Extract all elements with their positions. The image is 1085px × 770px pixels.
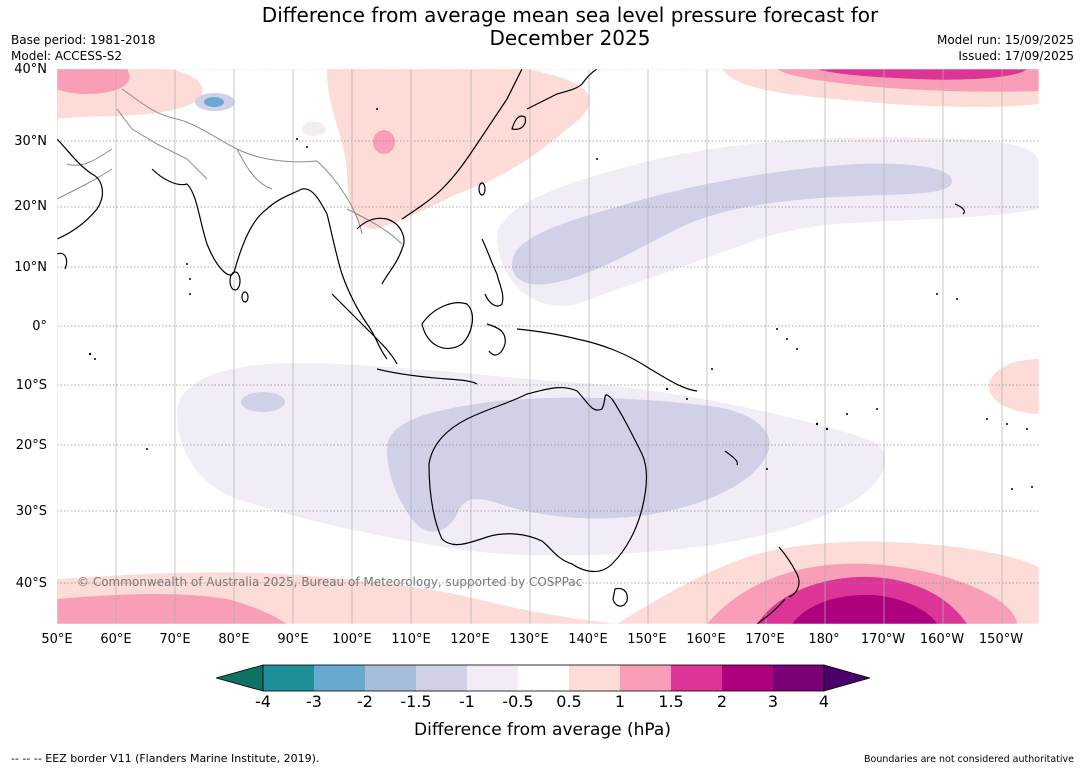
colorbar-bin-0-5: [569, 665, 620, 691]
colorbar-tick-2: 2: [716, 692, 728, 711]
lat-label-10s: 10°S: [15, 378, 47, 393]
colorbar-tick-minus0-5: -0.5: [502, 692, 534, 711]
colorbar-bin-minus4: [263, 665, 314, 691]
map-title: Difference from average mean sea level p…: [0, 4, 1085, 50]
lat-label-30n: 30°N: [14, 134, 47, 149]
meridians: [57, 69, 1003, 624]
lat-label-30s: 30°S: [15, 504, 47, 519]
lon-label-110e: 110°E: [391, 632, 431, 647]
lon-label-100e: 100°E: [332, 632, 372, 647]
lon-label-90e: 90°E: [277, 632, 309, 647]
base-period: Base period: 1981-2018: [11, 33, 156, 47]
colorbar-bin-minus3: [314, 665, 365, 691]
lon-label-160e: 160°E: [686, 632, 726, 647]
lon-label-180: 180°: [808, 632, 840, 647]
australia-coast: [428, 386, 648, 573]
colorbar-bin-minus1-5: [416, 665, 467, 691]
lon-label-140e: 140°E: [568, 632, 608, 647]
lon-label-160w: 160°W: [919, 632, 965, 647]
colorbar-bin-1: [620, 665, 671, 691]
colorbar-bin-minus1: [467, 665, 518, 691]
meta-left: Base period: 1981-2018 Model: ACCESS-S2: [11, 32, 156, 64]
philippines-coast: [481, 238, 504, 307]
lat-label-20s: 20°S: [15, 438, 47, 453]
lon-label-150e: 150°E: [627, 632, 667, 647]
model-run: Model run: 15/09/2025: [936, 33, 1074, 47]
new-guinea-coast: [516, 328, 698, 392]
colorbar-tick-minus4: -4: [255, 692, 271, 711]
lon-label-130e: 130°E: [509, 632, 549, 647]
colorbar-bin-3: [773, 665, 824, 691]
lon-label-150w: 150°W: [978, 632, 1024, 647]
lat-label-40n: 40°N: [14, 62, 47, 77]
colorbar-bin-minus2: [365, 665, 416, 691]
colorbar-extend-high: [823, 664, 870, 692]
small-islands: [88, 108, 1033, 490]
tasmania-coast: [612, 587, 628, 607]
pressure-anomaly-china-spot: [373, 130, 395, 154]
coastlines: [57, 69, 966, 624]
lon-label-170e: 170°E: [745, 632, 785, 647]
meta-right: Model run: 15/09/2025 Issued: 17/09/2025: [937, 32, 1074, 64]
model-name: Model: ACCESS-S2: [11, 49, 123, 63]
colorbar-tick-minus3: -3: [306, 692, 322, 711]
lon-label-50e: 50°E: [41, 632, 73, 647]
pressure-anomaly-indian-ocean: [241, 392, 285, 412]
map-panel: © Commonwealth of Australia 2025, Bureau…: [57, 69, 1039, 624]
colorbar-tick-1: 1: [614, 692, 626, 711]
colorbar-tick-3: 3: [767, 692, 779, 711]
colorbar-bin-neutral: [518, 665, 569, 691]
lon-label-120e: 120°E: [450, 632, 490, 647]
pressure-anomaly-southern-indian-mid: [57, 594, 287, 624]
pressure-anomaly-east-pacific: [988, 359, 1039, 414]
colorbar-tick-1-5: 1.5: [658, 692, 684, 711]
colorbar-tick-minus1: -1: [459, 692, 475, 711]
arabian-peninsula-coast: [57, 138, 104, 240]
lon-label-70e: 70°E: [159, 632, 191, 647]
japan-coast: [526, 69, 598, 110]
pressure-anomaly-australia-core: [387, 397, 770, 532]
new-zealand-coast: [778, 546, 800, 598]
colorbar-bin-2: [722, 665, 773, 691]
lat-label-20n: 20°N: [14, 199, 47, 214]
pressure-anomaly-north-pacific-negative-core: [512, 163, 952, 285]
china-coast: [401, 69, 523, 220]
copyright-notice: © Commonwealth of Australia 2025, Bureau…: [77, 575, 582, 589]
java-coast: [376, 368, 478, 385]
colorbar-tick-minus1-5: -1.5: [400, 692, 432, 711]
lat-label-40s: 40°S: [15, 576, 47, 591]
boundaries-disclaimer: Boundaries are not considered authoritat…: [864, 754, 1074, 765]
colorbar-tick-0-5: 0.5: [556, 692, 582, 711]
colorbar-tick-4: 4: [818, 692, 830, 711]
lon-label-80e: 80°E: [218, 632, 250, 647]
pressure-anomaly-east-asia-pink: [327, 69, 590, 230]
colorbar-title: Difference from average (hPa): [414, 720, 671, 740]
colorbar: [216, 664, 870, 692]
colorbar-tick-minus2: -2: [357, 692, 373, 711]
southeast-asia-coast: [326, 213, 388, 360]
colorbar-extend-low: [216, 664, 264, 692]
title-line-2: December 2025: [489, 26, 651, 50]
eez-legend: -- -- -- EEZ border V11 (Flanders Marine…: [11, 752, 320, 765]
sumatra-coast: [331, 293, 398, 365]
sulawesi-coast: [486, 323, 506, 356]
india-coast: [151, 168, 328, 276]
lat-label-10n: 10°N: [14, 260, 47, 275]
title-line-1: Difference from average mean sea level p…: [261, 3, 879, 27]
colorbar-bin-1-5: [671, 665, 722, 691]
graticule: [57, 69, 1039, 584]
pressure-anomaly-nw-stronger: [57, 69, 130, 94]
lat-label-0: 0°: [32, 319, 47, 334]
lon-label-60e: 60°E: [100, 632, 132, 647]
pressure-anomaly-north-pacific-strong: [817, 69, 1027, 80]
borneo-coast: [421, 302, 474, 349]
issued-date: Issued: 17/09/2025: [958, 49, 1074, 63]
pressure-anomaly-southern-pacific-core: [792, 594, 937, 624]
lon-label-170w: 170°W: [860, 632, 906, 647]
